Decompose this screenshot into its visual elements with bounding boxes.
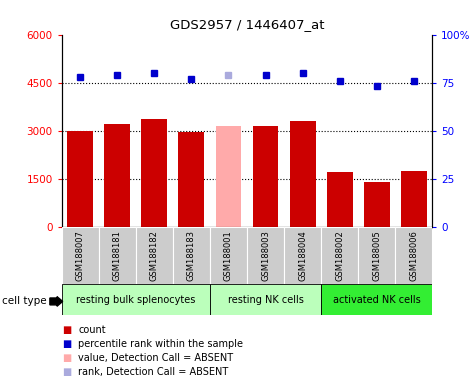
Bar [179,132,204,227]
Text: GSM188183: GSM188183 [187,230,196,281]
Text: rank, Detection Call = ABSENT: rank, Detection Call = ABSENT [78,367,228,377]
Bar [216,126,241,227]
Bar [142,119,167,227]
Text: activated NK cells: activated NK cells [333,295,420,305]
Bar [290,121,315,227]
Bar [210,284,321,315]
Bar [210,227,247,284]
Text: resting NK cells: resting NK cells [228,295,304,305]
Text: GSM188006: GSM188006 [409,230,418,281]
Text: GSM188004: GSM188004 [298,230,307,281]
Text: count: count [78,325,106,335]
Text: GSM188182: GSM188182 [150,230,159,281]
Bar [395,227,432,284]
Text: GSM188002: GSM188002 [335,230,344,281]
Text: cell type: cell type [2,296,47,306]
Bar [327,172,352,227]
Bar [67,131,93,227]
Bar [321,284,432,315]
Bar [358,227,395,284]
Bar [284,227,321,284]
Bar [62,227,99,284]
Bar [173,227,210,284]
Text: GSM188001: GSM188001 [224,230,233,281]
Bar [253,126,278,227]
Bar [247,227,284,284]
Text: GSM188007: GSM188007 [76,230,85,281]
Bar [321,227,358,284]
Text: ■: ■ [62,353,71,363]
Text: ■: ■ [62,367,71,377]
Text: GSM188005: GSM188005 [372,230,381,281]
Bar [62,284,210,315]
Bar [401,170,427,227]
Text: resting bulk splenocytes: resting bulk splenocytes [76,295,196,305]
Bar [136,227,173,284]
Bar [364,182,390,227]
Text: GSM188181: GSM188181 [113,230,122,281]
Title: GDS2957 / 1446407_at: GDS2957 / 1446407_at [170,18,324,31]
Text: percentile rank within the sample: percentile rank within the sample [78,339,243,349]
Bar [99,227,136,284]
Text: ■: ■ [62,339,71,349]
Text: GSM188003: GSM188003 [261,230,270,281]
Text: ■: ■ [62,325,71,335]
Bar [104,124,130,227]
Text: value, Detection Call = ABSENT: value, Detection Call = ABSENT [78,353,234,363]
